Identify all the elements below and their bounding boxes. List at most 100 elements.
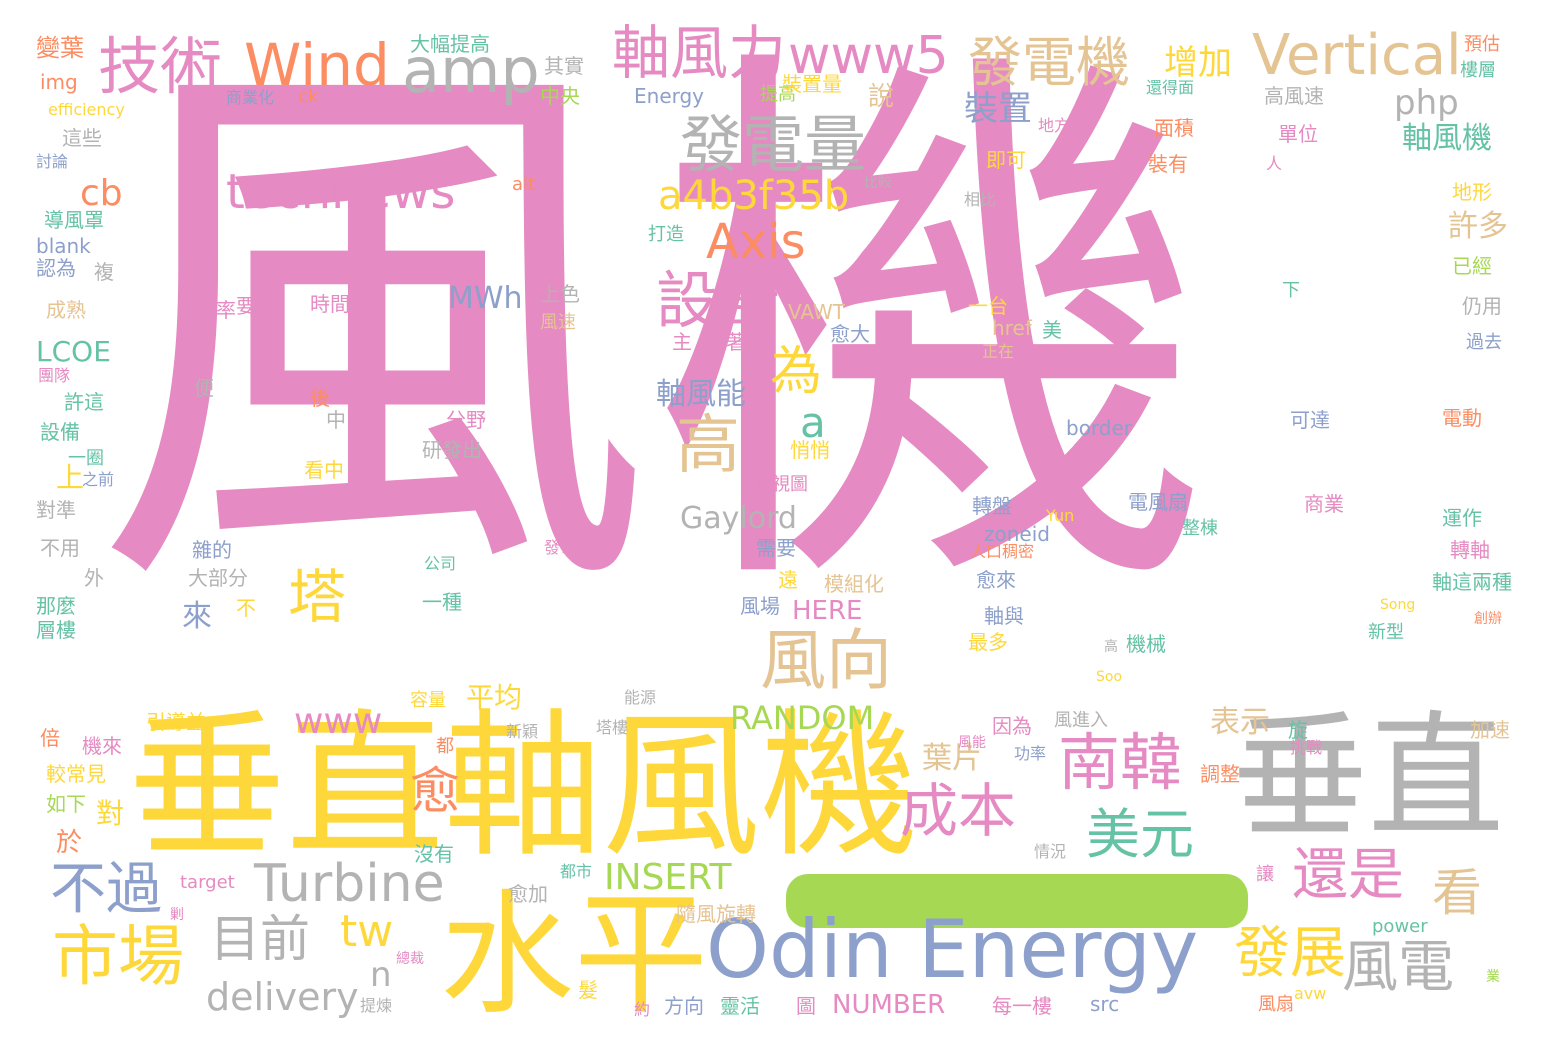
word-142: 一台 — [968, 294, 1008, 318]
word-164: 轉盤 — [972, 494, 1012, 518]
word-63: 大幅提高 — [410, 32, 490, 56]
word-163: border — [1066, 416, 1133, 440]
word-7: amp — [402, 34, 540, 107]
word-140: 總裁 — [396, 951, 424, 967]
word-16: 設計 — [656, 264, 781, 337]
word-180: 新型 — [1368, 622, 1404, 643]
word-61: 中央 — [540, 84, 580, 108]
word-57: 來 — [182, 599, 212, 634]
word-17: 為 — [770, 342, 823, 402]
word-135: 約 — [634, 1000, 651, 1019]
word-98: 效率 — [196, 298, 236, 322]
word-22: 成本 — [900, 777, 1017, 845]
word-79: 對準 — [36, 498, 76, 522]
word-115: 需要 — [756, 536, 796, 560]
word-77: 一圈 — [68, 448, 104, 469]
word-19: 風向 — [760, 622, 892, 699]
word-52: 表示 — [1210, 705, 1270, 740]
word-100: 時間 — [310, 292, 350, 316]
word-59: 說 — [868, 82, 895, 112]
word-165: Yun — [1046, 506, 1075, 525]
word-160: 過去 — [1466, 332, 1502, 353]
word-96: 打造 — [648, 224, 684, 245]
word-117: 大部分 — [188, 566, 248, 590]
word-106: 隨著 — [706, 330, 746, 354]
word-23: 美元 — [1086, 803, 1194, 866]
word-14: a4b3f35b — [658, 173, 850, 219]
word-45: 軸風機 — [1402, 121, 1492, 156]
word-2: 垂直 — [1232, 699, 1504, 857]
word-32: www — [294, 701, 383, 742]
word-75: 許這 — [64, 390, 104, 414]
word-50: 平均 — [466, 681, 523, 714]
word-109: 中 — [326, 408, 346, 432]
word-39: n — [370, 955, 392, 995]
word-150: 面積 — [1154, 116, 1194, 140]
word-97: 比較 — [864, 175, 892, 191]
word-195: avw — [1294, 984, 1327, 1003]
word-136: 方向 — [664, 994, 704, 1018]
word-196: 每一樓 — [992, 994, 1052, 1018]
word-47: 軸風能 — [656, 377, 746, 412]
word-121: 發電 — [544, 538, 577, 557]
word-171: 愈來 — [976, 568, 1016, 592]
word-166: 電風扇 — [1128, 490, 1188, 514]
word-183: 因為 — [992, 714, 1032, 738]
word-62: 其實 — [544, 54, 584, 78]
word-116: 雜的 — [192, 538, 232, 562]
word-172: 運作 — [1442, 506, 1482, 530]
word-83: 層樓 — [36, 618, 76, 642]
word-36: 發展 — [1234, 921, 1346, 986]
word-111: 研發出 — [422, 438, 482, 462]
word-104: 愈大 — [830, 322, 870, 346]
word-124: 風場 — [740, 594, 780, 618]
word-178: 高 — [1104, 639, 1118, 655]
word-113: 悄悄 — [790, 438, 830, 462]
word-101: 上色 — [540, 282, 580, 306]
word-148: 還得面 — [1146, 78, 1195, 97]
word-175: 軸與 — [984, 604, 1024, 628]
word-176: 最多 — [968, 630, 1008, 654]
word-149: 高風速 — [1264, 84, 1324, 108]
word-44: 裝置 — [964, 89, 1032, 129]
word-20: 塔 — [288, 563, 347, 631]
word-71: 認為 — [36, 256, 76, 280]
word-146: 即可 — [986, 148, 1026, 172]
word-21: 南韓 — [1058, 726, 1183, 799]
word-127: 新穎 — [506, 722, 539, 741]
word-154: 預估 — [1464, 34, 1500, 55]
word-58: 上 — [56, 461, 85, 494]
word-189: 調整 — [1200, 762, 1240, 786]
word-68: 討論 — [36, 152, 69, 171]
word-197: 風扇 — [1258, 994, 1294, 1015]
word-80: 不用 — [40, 536, 80, 560]
word-161: 電動 — [1442, 406, 1482, 430]
word-132: 都市 — [560, 862, 593, 881]
word-46: 許多 — [1448, 209, 1508, 244]
word-31: 愈 — [410, 762, 460, 820]
word-72: 複 — [94, 260, 114, 284]
word-177: 機械 — [1126, 632, 1166, 656]
word-27: 目前 — [210, 910, 310, 968]
word-81: 外 — [84, 566, 104, 590]
word-186: 風能 — [958, 735, 986, 751]
word-158: 下 — [1282, 280, 1300, 301]
word-18: 高 — [676, 409, 740, 483]
word-42: php — [1394, 83, 1459, 123]
word-86: 較常見 — [46, 762, 106, 786]
word-174: 軸這兩種 — [1432, 570, 1512, 594]
word-37: 風電 — [1342, 935, 1454, 1000]
word-184: 風進入 — [1054, 710, 1108, 731]
word-5: 技術 — [98, 30, 223, 103]
word-76: 設備 — [40, 420, 80, 444]
word-92: ck — [298, 86, 319, 107]
word-188: 挑戰 — [1290, 738, 1323, 757]
word-112: 看中 — [304, 458, 344, 482]
word-87: 如下 — [46, 792, 86, 816]
word-159: 仍用 — [1462, 294, 1502, 318]
word-107: 便 — [194, 376, 214, 400]
word-162: 可達 — [1290, 408, 1330, 432]
word-147: 地方 — [1038, 116, 1071, 135]
word-145: 正在 — [982, 342, 1015, 361]
